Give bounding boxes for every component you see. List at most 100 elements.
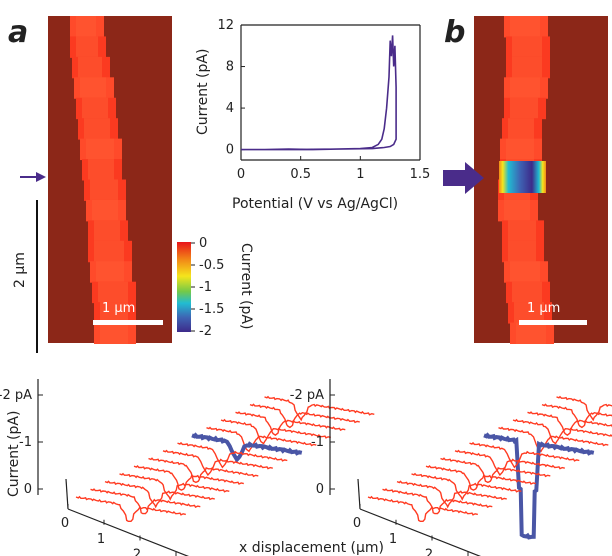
waterfall-left: -2 pA-100123	[0, 379, 375, 556]
colorbar-title: Current (pA)	[238, 243, 254, 329]
stripe-highlight	[512, 36, 542, 58]
stripe-highlight	[508, 118, 534, 140]
waterfall-x-tick-label: 2	[425, 548, 433, 556]
waterfall-y-tick-label: -2 pA	[0, 388, 32, 403]
trace-line	[220, 418, 331, 445]
stripe-highlight	[510, 77, 540, 99]
waterfall-y-tick-label: 0	[24, 482, 32, 497]
trace-line	[527, 411, 612, 436]
stripe-highlight	[506, 138, 534, 161]
scalebar-a	[93, 320, 163, 325]
stripe-highlight	[94, 240, 124, 263]
trace-line	[382, 488, 493, 515]
trace-line	[75, 495, 186, 522]
stripe-highlight	[514, 302, 544, 324]
stripe-highlight	[78, 56, 102, 79]
trace-line	[249, 403, 360, 429]
colorbar-tick-label: -2	[199, 324, 212, 339]
stripe-highlight	[98, 281, 128, 304]
cv-y-tick-label: 8	[226, 60, 234, 75]
trace-line	[440, 457, 551, 484]
colorbar-tick-label: 0	[199, 236, 207, 251]
stripe-highlight	[516, 322, 546, 344]
trace-line	[367, 495, 478, 522]
arrow-icon-a	[20, 172, 46, 182]
trace-line	[454, 449, 565, 477]
waterfall-right: -2 pA-100123	[290, 379, 612, 556]
cv-x-label: Potential (V vs Ag/AgCl)	[232, 196, 398, 212]
panel-label-b: b	[444, 15, 465, 50]
stripe-highlight	[512, 56, 542, 79]
scalebar-label-b: 1 μm	[527, 301, 560, 316]
stripe-highlight	[90, 179, 118, 201]
trace-line	[162, 449, 273, 477]
trace-line	[206, 426, 317, 453]
stripe-highlight	[100, 322, 128, 344]
trace-line	[425, 464, 536, 491]
stripe-highlight	[510, 16, 540, 38]
conductive-stripe-a	[70, 16, 136, 344]
trace-line	[264, 395, 375, 422]
waterfall-x-tick-label: 0	[353, 516, 361, 531]
cv-chart: 0 0.5 1 1.5 0 4 8 12 Potential (V vs Ag/AgCl) C…	[195, 18, 430, 212]
stripe-highlight	[508, 240, 536, 263]
stripe-highlight	[96, 261, 124, 283]
cv-y-tick-label: 12	[217, 18, 234, 33]
stripe-highlight	[82, 97, 108, 120]
waterfall-y-tick-label: -1	[19, 435, 32, 450]
stripe-highlight	[512, 281, 542, 304]
trace-line	[90, 488, 201, 515]
stripe-highlight	[508, 220, 536, 242]
cv-x-tick-label: 0.5	[290, 167, 311, 182]
stripe-highlight	[504, 199, 530, 222]
scalebar-b	[519, 320, 587, 325]
colorbar-tick-label: -0.5	[199, 258, 224, 273]
trace-line	[469, 441, 580, 469]
trace-line	[541, 403, 612, 429]
waterfall-y-tick-label: -2 pA	[290, 388, 324, 403]
cv-y-tick-label: 0	[226, 143, 234, 158]
highlighted-trace	[483, 432, 595, 540]
cv-series-line	[241, 35, 397, 151]
stripe-highlight	[84, 118, 110, 140]
waterfall-x-tick-label: 1	[97, 532, 105, 547]
trace-line	[498, 426, 609, 453]
highlighted-trace	[191, 432, 303, 463]
waterfall-y-label: Current (pA)	[6, 411, 22, 497]
cv-x-tick-label: 1.5	[410, 167, 431, 182]
waterfall-y-tick-label: 0	[316, 482, 324, 497]
cv-x-tick-label: 1	[356, 167, 364, 182]
cv-x-tick-label: 0	[237, 167, 245, 182]
trace-line	[235, 411, 346, 436]
waterfall-y-tick-label: -1	[311, 435, 324, 450]
stripe-highlight	[510, 261, 540, 283]
trace-line	[148, 457, 259, 484]
stripe-highlight	[76, 16, 96, 38]
scalebar-label-a: 1 μm	[102, 301, 135, 316]
colorbar-tick-label: -1.5	[199, 302, 224, 317]
stripe-highlight	[100, 302, 128, 324]
arrow-icon-b	[443, 162, 484, 194]
hotspot-b	[499, 161, 546, 193]
trace-line	[177, 441, 288, 469]
stripe-highlight	[94, 220, 120, 242]
stripe-highlight	[88, 159, 114, 181]
colorbar	[177, 242, 191, 332]
cv-y-tick-label: 4	[226, 101, 234, 116]
trace-line	[512, 418, 612, 445]
stripe-highlight	[92, 199, 118, 222]
waterfall-x-tick-label: 1	[389, 532, 397, 547]
trace-line	[133, 464, 244, 491]
vertical-scalebar-label: 2 μm	[12, 252, 28, 288]
stripe-highlight	[76, 36, 98, 58]
colorbar-ticks: 0 -0.5 -1 -1.5 -2	[191, 236, 224, 339]
waterfall-x-tick-label: 2	[133, 548, 141, 556]
colorbar-tick-label: -1	[199, 280, 212, 295]
waterfall-x-tick-label: 0	[61, 516, 69, 531]
stripe-highlight	[86, 138, 114, 161]
cv-y-label: Current (pA)	[195, 49, 211, 135]
stripe-highlight	[80, 77, 106, 99]
panel-label-a: a	[8, 15, 28, 50]
